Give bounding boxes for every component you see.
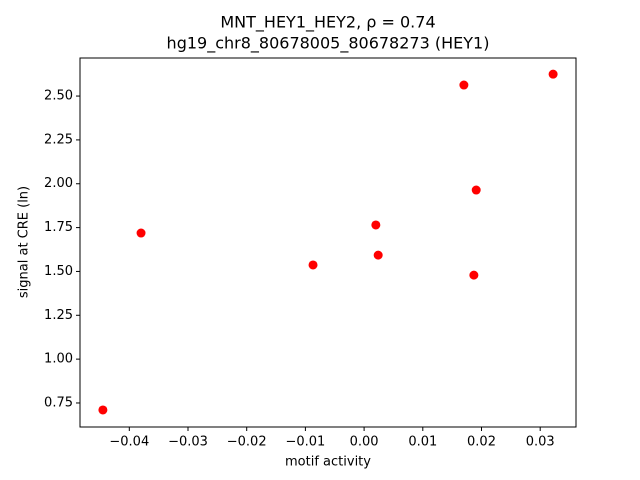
point: [459, 80, 469, 90]
y-tick-label: 2.50: [44, 89, 73, 104]
y-tick-label: 2.00: [44, 176, 73, 191]
y-axis-label: signal at CRE (ln): [17, 186, 32, 298]
y-tick-label: 0.75: [44, 395, 73, 410]
y-tick-label: 1.00: [44, 352, 73, 367]
point: [98, 405, 108, 415]
point: [548, 69, 558, 79]
x-tick-label: −0.03: [168, 435, 208, 450]
chart-title: MNT_HEY1_HEY2, ρ = 0.74: [220, 13, 435, 33]
x-tick-label: −0.02: [227, 435, 267, 450]
x-tick-label: 0.01: [408, 435, 437, 450]
point: [373, 250, 383, 260]
point: [471, 185, 481, 195]
y-tick-label: 2.25: [44, 132, 73, 147]
x-axis-label: motif activity: [285, 455, 371, 470]
plot-frame: [79, 57, 577, 428]
y-tick-label: 1.50: [44, 264, 73, 279]
x-tick-label: 0.03: [526, 435, 555, 450]
y-tick-label: 1.75: [44, 220, 73, 235]
point: [136, 228, 146, 238]
x-tick-label: 0.00: [350, 435, 379, 450]
point: [308, 260, 318, 270]
chart-subtitle: hg19_chr8_80678005_80678273 (HEY1): [167, 34, 490, 54]
x-tick-label: −0.01: [285, 435, 325, 450]
point: [371, 220, 381, 230]
point: [469, 270, 479, 280]
x-tick-label: −0.04: [109, 435, 149, 450]
y-tick-label: 1.25: [44, 308, 73, 323]
x-tick-label: 0.02: [467, 435, 496, 450]
